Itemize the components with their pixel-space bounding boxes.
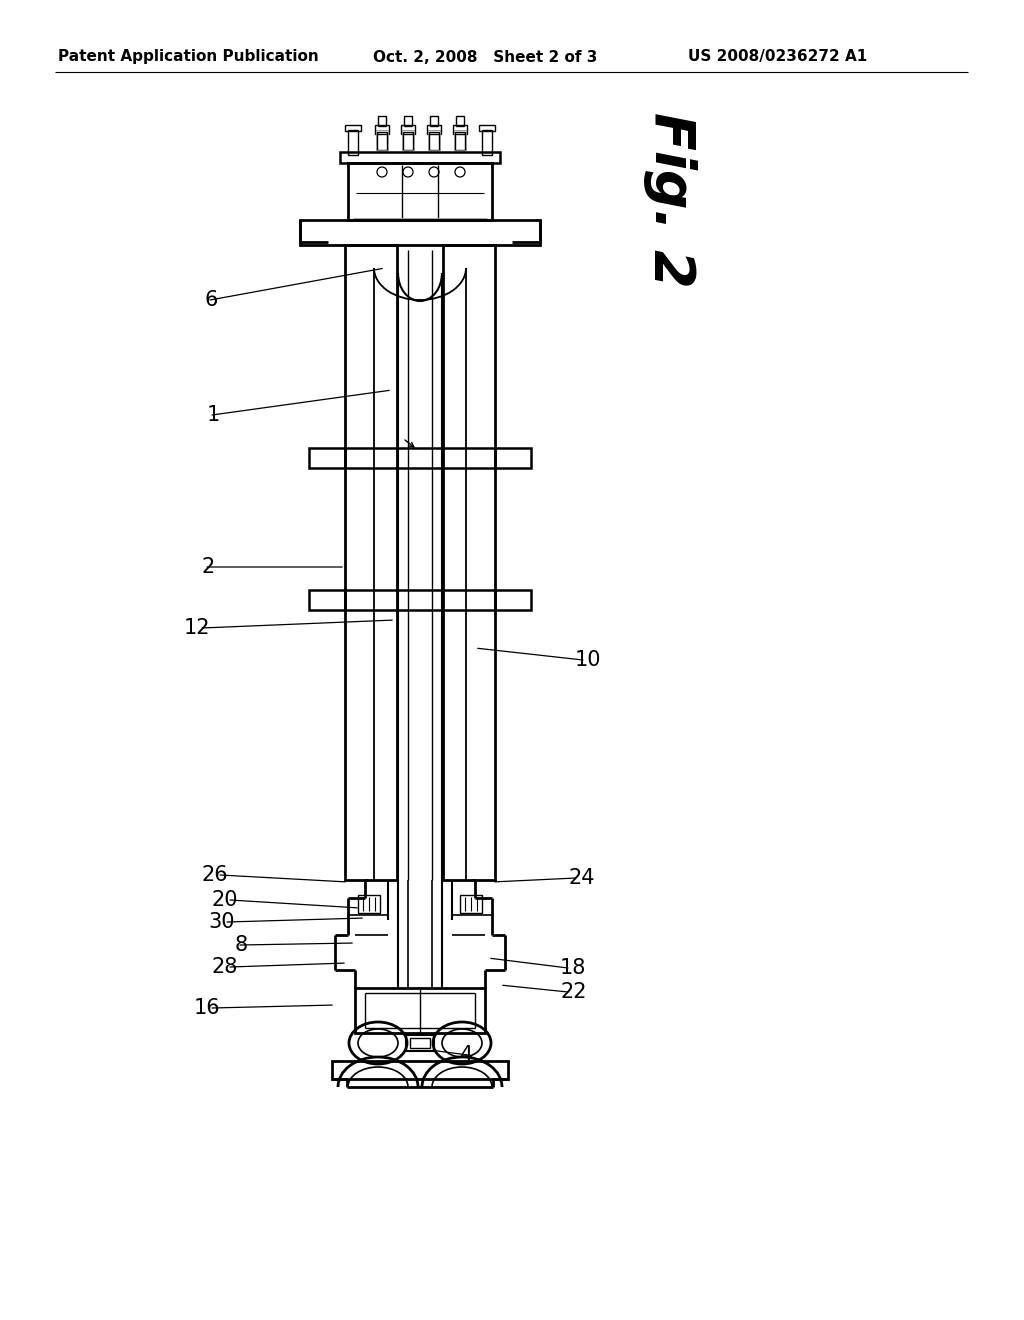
Text: 12: 12	[183, 618, 210, 638]
Bar	[332, 1061, 508, 1078]
Bar	[456, 116, 464, 125]
Bar	[455, 132, 465, 150]
Bar	[378, 116, 386, 125]
Bar	[430, 116, 438, 125]
Bar	[309, 590, 345, 610]
Text: 2: 2	[202, 557, 215, 577]
Bar	[309, 447, 345, 469]
Bar	[300, 220, 540, 246]
Bar	[403, 132, 413, 150]
Bar	[376, 129, 388, 150]
Bar	[348, 162, 492, 220]
Bar	[401, 125, 415, 135]
Text: 1: 1	[207, 405, 220, 425]
Bar	[454, 129, 466, 150]
Bar	[479, 125, 495, 131]
Text: 8: 8	[234, 935, 248, 954]
Bar	[495, 447, 531, 469]
Text: 18: 18	[560, 958, 587, 978]
Bar	[402, 129, 414, 150]
Bar	[375, 125, 389, 135]
Bar	[345, 246, 397, 880]
Text: 30: 30	[209, 912, 234, 932]
Text: 6: 6	[205, 290, 218, 310]
Text: 26: 26	[202, 865, 228, 884]
Bar	[460, 895, 482, 913]
Text: Patent Application Publication: Patent Application Publication	[58, 49, 318, 65]
Bar	[404, 116, 412, 125]
Bar	[427, 125, 441, 135]
Bar	[428, 129, 440, 150]
Text: 24: 24	[568, 869, 595, 888]
Text: Oct. 2, 2008   Sheet 2 of 3: Oct. 2, 2008 Sheet 2 of 3	[373, 49, 597, 65]
Bar	[495, 590, 531, 610]
Bar	[377, 132, 387, 150]
Text: 20: 20	[212, 890, 238, 909]
Bar	[406, 1035, 434, 1051]
Bar	[453, 125, 467, 135]
Bar	[340, 152, 500, 162]
Text: 4: 4	[460, 1045, 473, 1065]
Text: 16: 16	[194, 998, 220, 1018]
Bar	[410, 1038, 430, 1048]
Text: US 2008/0236272 A1: US 2008/0236272 A1	[688, 49, 867, 65]
Bar	[348, 129, 358, 154]
Bar	[443, 246, 495, 880]
Bar	[355, 987, 485, 1034]
Bar	[429, 132, 439, 150]
Bar	[345, 125, 361, 131]
Bar	[358, 895, 380, 913]
Text: 28: 28	[212, 957, 238, 977]
Text: 22: 22	[560, 982, 587, 1002]
Text: Fig. 2: Fig. 2	[643, 112, 697, 288]
Text: 10: 10	[575, 649, 601, 671]
Bar	[482, 129, 492, 154]
